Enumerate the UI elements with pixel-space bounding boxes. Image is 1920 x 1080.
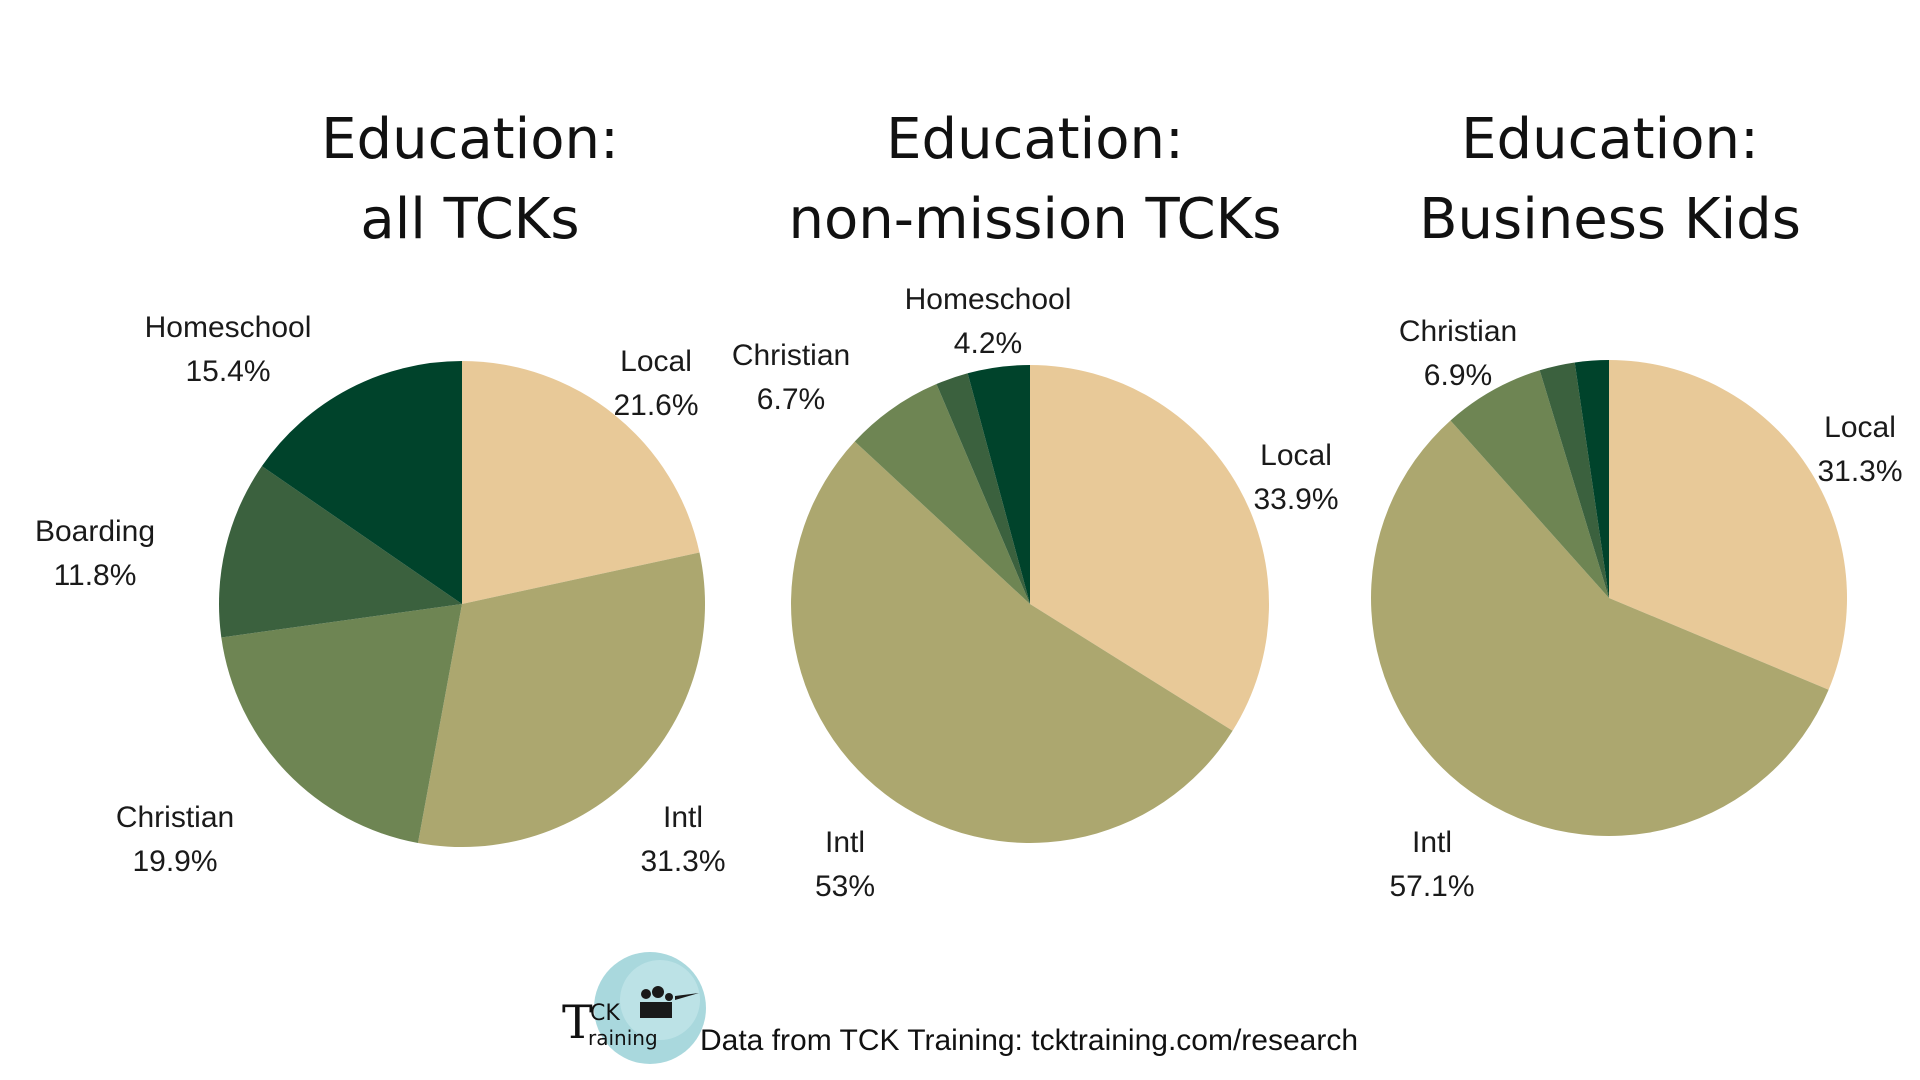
pie-2-label-local: Local 33.9% [1186,434,1406,522]
pie-2-label-christian: Christian 6.7% [681,334,901,422]
slice-value: 21.6% [613,389,699,422]
slice-label: Boarding [34,515,156,548]
pie-2-label-intl: Intl 53% [735,821,955,909]
logo-text-ck: CK [590,1001,620,1026]
pie-1-slice-intl [417,552,706,848]
title-line: Business Kids [1419,187,1801,252]
pie-3-slice-homeschool [1574,360,1609,598]
logo-letter-t: T [562,995,593,1049]
slice-value: 53% [814,870,876,903]
slice-value: 15.4% [185,355,271,388]
pie-3-title: Education: Business Kids [1290,100,1920,260]
pie-1-slice-homeschool [261,361,462,604]
pie-1-label-intl: Intl 31.3% [573,796,793,884]
slice-label: Local [1824,411,1896,444]
pie-2-slice-boarding [936,373,1030,604]
slice-label: Christian [115,801,235,834]
pie-2-slice-local [1030,365,1270,731]
title-line: Education: [1461,107,1759,172]
slice-value: 31.3% [1817,455,1903,488]
pie-2-label-homeschool: Homeschool 4.2% [878,278,1098,366]
logo-text-raining: raining [588,1026,658,1050]
slice-label: Intl [1411,826,1453,859]
pie-1-slice-local [462,361,700,604]
slice-label: Christian [1398,315,1518,348]
pie-2-title: Education: non-mission TCKs [715,100,1355,260]
pie-3-slice-intl [1371,420,1829,837]
pie-1-label-boarding: Boarding 11.8% [0,510,205,598]
slice-value: 4.2% [953,327,1023,360]
pie-3-slice-christian [1450,370,1609,598]
slice-label: Intl [824,826,866,859]
pie-3-label-christian: Christian 6.9% [1348,310,1568,398]
slice-value: 6.9% [1423,359,1493,392]
title-line: Education: [321,107,619,172]
pie-3-label-local: Local 31.3% [1750,406,1920,494]
slice-label: Local [620,345,692,378]
slice-value: 6.7% [756,383,826,416]
tck-training-logo: T CK raining [562,952,706,1064]
pie-3-slice-boarding [1539,362,1609,598]
title-line: non-mission TCKs [788,187,1282,252]
pie-1-label-local: Local 21.6% [546,340,766,428]
slice-label: Homeschool [144,311,312,344]
pie-1-slice-christian [221,604,462,843]
source-footer: Data from TCK Training: tcktraining.com/… [700,1024,1359,1057]
slice-label: Intl [662,801,704,834]
title-line: all TCKs [360,187,580,252]
pie-1-label-homeschool: Homeschool 15.4% [118,306,338,394]
slice-value: 31.3% [640,845,726,878]
pie-2-slice-christian [854,384,1030,604]
slice-value: 11.8% [53,559,137,592]
slice-label: Local [1260,439,1332,472]
slice-value: 33.9% [1253,483,1339,516]
title-line: Education: [886,107,1184,172]
pie-2-slice-intl [791,441,1233,843]
pie-3-slice-local [1609,360,1848,690]
slice-label: Christian [731,339,851,372]
pie-1-label-christian: Christian 19.9% [65,796,285,884]
slice-label: Homeschool [904,283,1072,316]
pie-2-slice-homeschool [967,365,1030,604]
pie-1-title: Education: all TCKs [150,100,790,260]
slice-value: 19.9% [132,845,218,878]
slice-value: 57.1% [1389,870,1475,903]
pie-1-slice-boarding [219,466,462,638]
pie-3-label-intl: Intl 57.1% [1322,821,1542,909]
